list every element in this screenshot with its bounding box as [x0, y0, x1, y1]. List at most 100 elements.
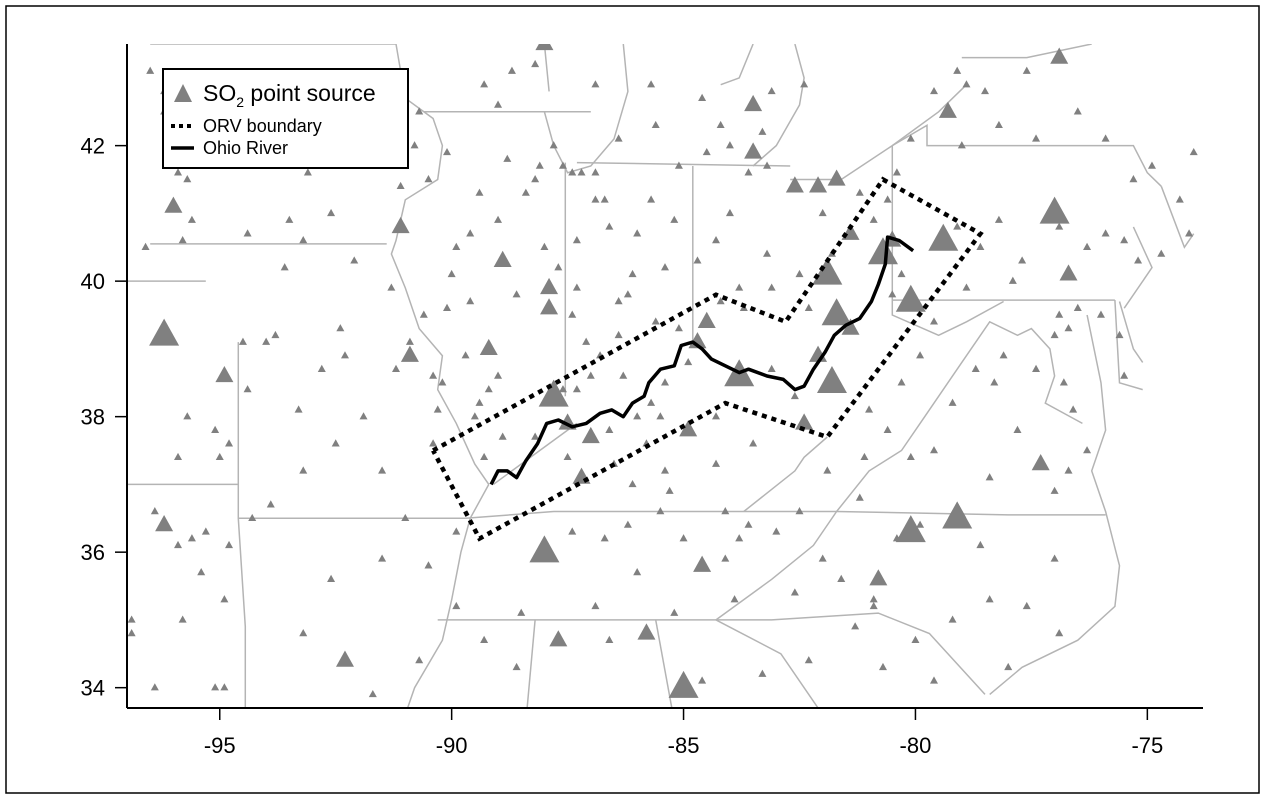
so2-source-marker	[744, 142, 763, 159]
so2-source-marker	[841, 318, 860, 335]
so2-source-marker	[405, 337, 414, 345]
so2-source-marker	[558, 161, 567, 169]
state-boundary-line	[961, 44, 1092, 59]
so2-source-marker	[763, 161, 772, 169]
ohio-river-line	[489, 235, 915, 486]
so2-source-marker	[410, 141, 419, 149]
so2-source-marker	[549, 630, 568, 647]
so2-source-marker	[443, 303, 452, 311]
so2-source-marker	[827, 169, 846, 186]
so2-source-marker	[174, 540, 183, 549]
so2-source-marker	[851, 622, 860, 630]
state-boundary-line	[720, 44, 754, 86]
so2-source-marker	[999, 351, 1008, 359]
so2-source-marker	[906, 134, 915, 142]
so2-source-marker	[892, 168, 901, 176]
so2-source-marker	[1129, 175, 1138, 183]
so2-source-marker	[1120, 236, 1129, 244]
so2-source-marker	[433, 405, 442, 413]
so2-source-marker	[327, 574, 336, 583]
so2-source-marker	[897, 378, 906, 386]
so2-source-marker	[340, 351, 349, 359]
so2-source-marker	[702, 147, 711, 156]
state-boundary-line	[715, 619, 819, 708]
so2-source-marker	[1120, 371, 1129, 379]
x-tick-label: -85	[668, 733, 700, 758]
y-tick-label: 38	[81, 405, 105, 430]
so2-source-marker	[1185, 229, 1194, 237]
so2-source-marker	[763, 249, 772, 257]
so2-source-marker	[790, 588, 799, 596]
so2-source-marker	[976, 242, 985, 251]
so2-source-marker	[656, 412, 665, 420]
so2-source-marker	[563, 452, 572, 461]
y-tick-label: 40	[81, 269, 105, 294]
so2-source-marker	[475, 188, 484, 196]
so2-source-marker	[1134, 256, 1143, 264]
so2-source-marker	[429, 371, 438, 379]
so2-source-marker	[930, 86, 938, 95]
so2-source-marker	[656, 507, 665, 515]
so2-source-marker	[809, 176, 828, 193]
state-boundary-line	[752, 44, 805, 167]
so2-source-marker	[262, 337, 271, 345]
so2-source-marker	[127, 629, 136, 637]
so2-source-marker	[953, 66, 962, 74]
so2-source-marker	[517, 608, 526, 616]
so2-source-marker	[674, 161, 683, 169]
so2-source-marker	[1055, 310, 1064, 318]
so2-source-marker	[531, 432, 540, 440]
so2-source-marker	[981, 86, 990, 95]
so2-source-marker	[220, 595, 229, 603]
so2-source-marker	[735, 283, 744, 291]
so2-source-marker	[878, 662, 887, 671]
so2-source-marker	[821, 298, 852, 326]
y-tick-label: 34	[81, 676, 105, 701]
so2-source-marker	[535, 161, 544, 169]
so2-source-marker	[716, 297, 725, 305]
so2-source-marker	[614, 330, 623, 339]
so2-source-marker	[633, 568, 642, 576]
so2-source-marker	[299, 236, 308, 244]
so2-source-marker	[271, 330, 280, 339]
so2-source-marker	[331, 439, 340, 447]
so2-source-marker	[359, 412, 368, 420]
so2-source-marker	[299, 466, 308, 474]
so2-source-marker	[141, 242, 150, 251]
so2-source-marker	[350, 256, 359, 264]
so2-source-marker	[294, 405, 303, 413]
so2-source-marker	[721, 554, 730, 562]
state-boundary-line	[526, 619, 536, 708]
so2-source-marker	[730, 595, 739, 603]
so2-source-marker	[605, 635, 614, 643]
so2-source-marker	[647, 398, 656, 406]
so2-source-marker	[443, 147, 452, 156]
so2-source-marker	[721, 507, 730, 515]
so2-source-marker	[953, 222, 962, 230]
state-boundary-line	[1114, 300, 1143, 391]
so2-source-marker	[447, 269, 456, 278]
so2-source-marker	[378, 466, 387, 474]
so2-source-marker	[540, 298, 559, 315]
so2-source-marker	[883, 425, 892, 433]
so2-source-marker	[581, 426, 600, 444]
so2-source-marker	[895, 284, 926, 312]
x-tick-label: -90	[436, 733, 468, 758]
so2-source-marker	[396, 181, 405, 190]
so2-source-marker	[693, 555, 712, 572]
so2-source-marker	[538, 379, 569, 407]
so2-source-marker	[424, 561, 433, 569]
so2-source-marker	[494, 100, 503, 108]
so2-source-marker	[865, 405, 874, 413]
so2-source-marker	[470, 412, 479, 420]
so2-source-marker	[387, 283, 396, 291]
so2-source-marker	[895, 515, 926, 543]
so2-source-marker	[591, 195, 600, 203]
so2-source-marker	[697, 311, 716, 328]
so2-source-marker	[948, 615, 957, 623]
so2-source-marker	[197, 568, 206, 576]
so2-source-marker	[661, 466, 669, 474]
so2-source-marker	[693, 256, 702, 264]
so2-source-marker	[452, 601, 461, 610]
so2-source-marker	[698, 93, 707, 101]
